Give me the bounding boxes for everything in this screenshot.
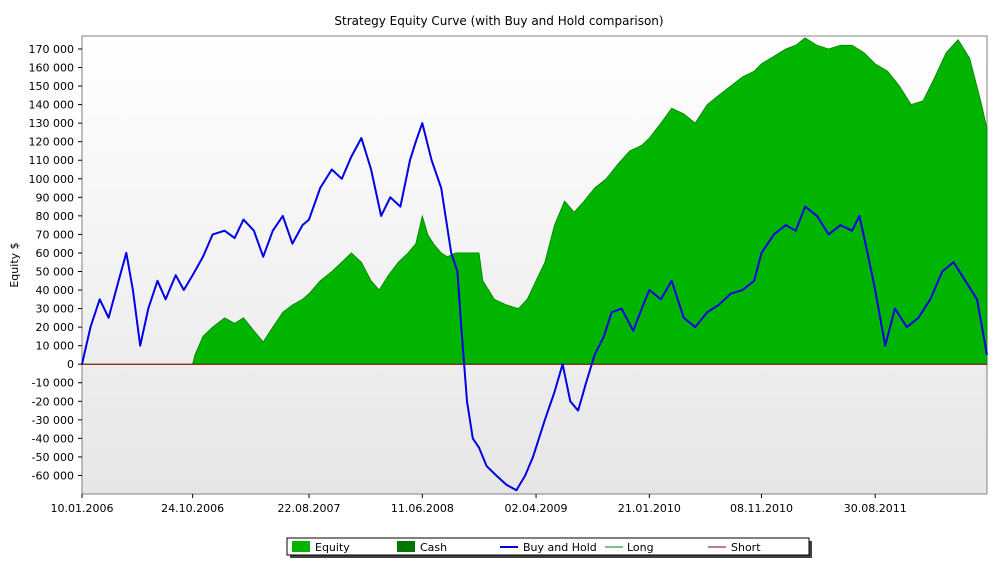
y-tick-label: -40 000 bbox=[32, 432, 74, 445]
x-tick-label: 10.01.2006 bbox=[51, 502, 114, 515]
y-axis-ticks: -60 000 -50 000 -40 000 -30 000 -20 000 -10 0… bbox=[29, 43, 82, 482]
x-axis-ticks: 10.01.2006 24.10.2006 22.08.2007 11.06.2008… bbox=[51, 494, 907, 515]
y-axis-label: Equity $ bbox=[8, 242, 21, 287]
legend-label-equity: Equity bbox=[315, 541, 350, 554]
x-tick-label: 24.10.2006 bbox=[161, 502, 224, 515]
legend-swatch-cash bbox=[397, 541, 415, 552]
equity-area bbox=[81, 37, 988, 365]
x-tick-label: 22.08.2007 bbox=[278, 502, 341, 515]
y-tick-label: 100 000 bbox=[29, 173, 75, 186]
legend: Equity Cash Buy and Hold Long Short bbox=[286, 537, 812, 558]
y-tick-label: -10 000 bbox=[32, 377, 74, 390]
y-tick-label: 140 000 bbox=[29, 99, 75, 112]
y-tick-label: 40 000 bbox=[36, 284, 75, 297]
y-tick-label: 60 000 bbox=[36, 247, 75, 260]
y-tick-label: 80 000 bbox=[36, 210, 75, 223]
x-tick-label: 02.04.2009 bbox=[505, 502, 568, 515]
y-tick-label: 90 000 bbox=[36, 191, 75, 204]
y-tick-label: 0 bbox=[67, 358, 74, 371]
plot-content bbox=[81, 37, 988, 492]
y-tick-label: 10 000 bbox=[36, 340, 75, 353]
y-tick-label: 150 000 bbox=[29, 80, 75, 93]
y-tick-label: -60 000 bbox=[32, 469, 74, 482]
x-tick-label: 08.11.2010 bbox=[730, 502, 793, 515]
y-tick-label: -50 000 bbox=[32, 451, 74, 464]
legend-swatch-equity bbox=[292, 541, 310, 552]
y-tick-label: 70 000 bbox=[36, 228, 75, 241]
x-tick-label: 11.06.2008 bbox=[391, 502, 454, 515]
y-tick-label: 160 000 bbox=[29, 62, 75, 75]
y-tick-label: -30 000 bbox=[32, 414, 74, 427]
y-tick-label: -20 000 bbox=[32, 395, 74, 408]
legend-label-cash: Cash bbox=[420, 541, 447, 554]
legend-label-short: Short bbox=[731, 541, 761, 554]
legend-box bbox=[286, 537, 810, 556]
y-tick-label: 20 000 bbox=[36, 321, 75, 334]
legend-label-long: Long bbox=[627, 541, 654, 554]
y-tick-label: 110 000 bbox=[29, 154, 75, 167]
y-tick-label: 50 000 bbox=[36, 265, 75, 278]
buy-and-hold-line bbox=[81, 122, 988, 492]
y-tick-label: 30 000 bbox=[36, 303, 75, 316]
y-tick-label: 170 000 bbox=[29, 43, 75, 56]
chart-title: Strategy Equity Curve (with Buy and Hold… bbox=[334, 14, 663, 28]
y-tick-label: 120 000 bbox=[29, 136, 75, 149]
x-tick-label: 30.08.2011 bbox=[844, 502, 907, 515]
y-tick-label: 130 000 bbox=[29, 117, 75, 130]
legend-label-buy-and-hold: Buy and Hold bbox=[523, 541, 597, 554]
x-tick-label: 21.01.2010 bbox=[618, 502, 681, 515]
